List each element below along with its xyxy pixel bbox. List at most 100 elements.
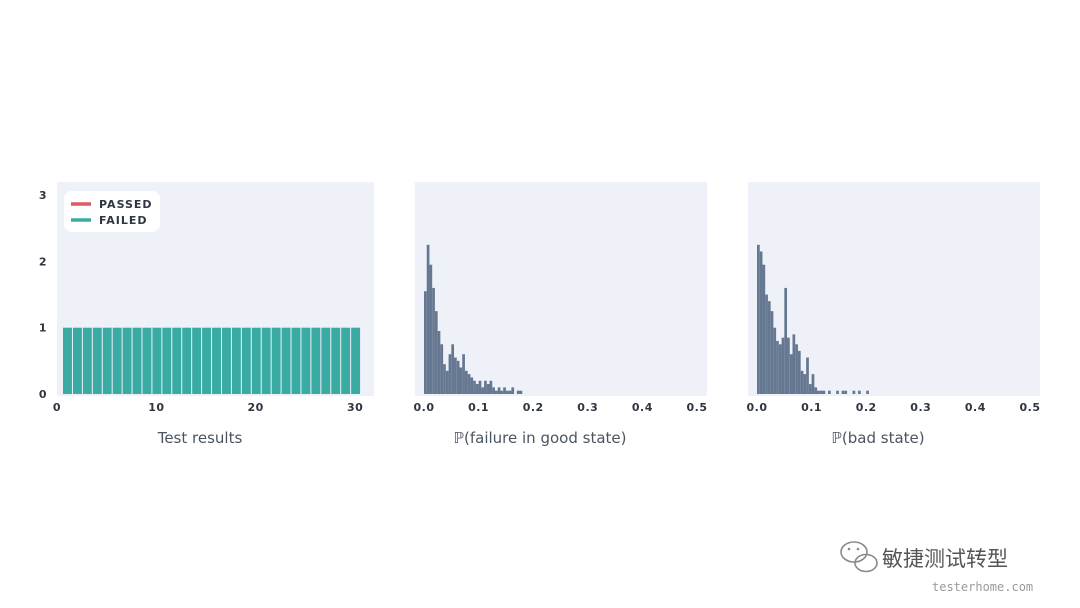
panel-2-x-ticks: 0.0 0.1 0.2 0.3 0.4 0.5	[414, 401, 708, 414]
failed-bar	[331, 327, 341, 394]
failed-bar	[132, 327, 142, 394]
panel-3-hist-bar	[827, 390, 831, 394]
failed-bar	[221, 327, 231, 394]
panel-2-hist-bar	[486, 384, 490, 394]
panel-2-hist-bar	[459, 367, 463, 394]
panel-2-hist-bar	[511, 387, 515, 394]
failed-bar	[142, 327, 152, 394]
panel-1-y-ticks: 0 1 2 3	[39, 189, 47, 401]
panel-3-hist-bar	[797, 350, 801, 394]
panel-2-hist-bar	[475, 384, 479, 394]
x-tick-label: 0.1	[801, 401, 822, 414]
panel-2-hist-bar	[462, 354, 465, 394]
failed-bar	[92, 327, 102, 394]
panel-2-hist-bar	[519, 390, 523, 394]
x-tick-label: 30	[347, 401, 363, 414]
failed-bar	[261, 327, 271, 394]
panel-2-hist-bar	[503, 387, 506, 394]
panel-2-hist-bar	[497, 387, 501, 394]
panel-2-hist-bar	[432, 287, 435, 394]
panel-3-hist-bar	[814, 387, 818, 394]
panel-3-hist-bar	[822, 390, 826, 394]
panel-3-hist-bar	[811, 374, 815, 394]
panel-3-hist-bar	[781, 337, 785, 394]
failed-bar	[122, 327, 132, 394]
legend-failed-label: FAILED	[99, 214, 148, 227]
y-tick-label: 1	[39, 322, 47, 335]
panel-2-hist-bar	[424, 291, 427, 395]
failed-bar	[321, 327, 331, 394]
panel-3-x-axis-title: ℙ(bad state)	[831, 429, 924, 447]
panel-2-hist-bar	[473, 380, 476, 394]
panel-3-hist-bar	[776, 340, 779, 394]
watermark-subtitle: testerhome.com	[932, 580, 1033, 594]
panel-3-hist-bar	[757, 244, 760, 394]
x-tick-label: 0.1	[468, 401, 489, 414]
panel-2-hist-bar	[484, 380, 487, 394]
panel-2-hist-bar	[440, 344, 444, 394]
failed-bar	[271, 327, 281, 394]
x-tick-label: 0.2	[856, 401, 877, 414]
failed-bar	[192, 327, 202, 394]
panel-2-hist-bar	[451, 344, 455, 394]
panel-2-hist-bar	[443, 364, 446, 395]
panel-2-hist-bar	[454, 357, 457, 394]
panel-2-hist-bar	[434, 311, 438, 395]
panel-2-hist-bar	[516, 390, 520, 394]
x-tick-label: 0.2	[523, 401, 544, 414]
chart-failure-in-good-state: 0.0 0.1 0.2 0.3 0.4 0.5 ℙ(failure in good sta…	[414, 182, 708, 447]
failed-bar	[291, 327, 301, 394]
chart-test-results: 0 1 2 3 0 10 20 30 PASSED FAILED Test results	[39, 182, 374, 447]
panel-2-hist-bar	[426, 244, 430, 394]
panel-3-hist-bar	[819, 390, 823, 394]
panel-3-hist-bar	[844, 390, 848, 394]
failed-bar	[212, 327, 221, 394]
chart-bad-state: 0.0 0.1 0.2 0.3 0.4 0.5 ℙ(bad state)	[747, 182, 1040, 447]
panel-2-hist-bar	[448, 354, 452, 394]
y-tick-label: 3	[39, 189, 47, 202]
panel-2-hist-bar	[437, 331, 441, 394]
panel-3-hist-bar	[852, 390, 856, 394]
failed-bar	[351, 327, 361, 394]
legend: PASSED FAILED	[64, 191, 160, 232]
failed-bar	[63, 327, 72, 394]
panel-2-hist-bar	[478, 380, 482, 394]
failed-bar	[112, 327, 122, 394]
panel-3-hist-bar	[803, 374, 807, 394]
panel-2-hist-bar	[500, 390, 504, 394]
panel-3-hist-bar	[789, 354, 793, 394]
failed-bar	[82, 327, 92, 394]
panel-2-hist-bar	[445, 370, 449, 394]
legend-passed-label: PASSED	[99, 198, 153, 211]
panel-2-hist-bar	[508, 390, 512, 394]
x-tick-label: 0.0	[747, 401, 768, 414]
panel-2-hist-bar	[494, 390, 498, 394]
watermark-title: 敏捷测试转型	[882, 547, 1008, 571]
x-tick-label: 0.5	[687, 401, 708, 414]
panel-3-hist-bar	[866, 390, 869, 394]
failed-bar	[162, 327, 172, 394]
failed-bar	[182, 327, 192, 394]
x-tick-label: 0.3	[577, 401, 598, 414]
panel-1-bars	[63, 327, 361, 394]
panel-3-hist-bar	[817, 390, 820, 394]
panel-3-hist-bar	[808, 384, 812, 394]
panel-1-x-axis-title: Test results	[157, 429, 243, 447]
panel-3-hist-bar	[841, 390, 845, 394]
y-tick-label: 2	[39, 255, 47, 268]
panel-3-hist-bar	[778, 344, 782, 394]
panel-3-bars	[757, 244, 869, 395]
panel-3-hist-bar	[858, 390, 861, 394]
panel-3-hist-bar	[773, 327, 777, 394]
x-tick-label: 0.4	[965, 401, 986, 414]
failed-bar	[311, 327, 321, 394]
panel-3-hist-bar	[784, 287, 788, 394]
panel-3-hist-bar	[787, 337, 790, 394]
watermark: 敏捷测试转型 testerhome.com	[840, 541, 1033, 594]
failed-bar	[72, 327, 82, 394]
wechat-icon	[840, 541, 878, 573]
failed-bar	[102, 327, 112, 394]
panel-1-x-ticks: 0 10 20 30	[53, 401, 363, 414]
failed-bar	[172, 327, 182, 394]
